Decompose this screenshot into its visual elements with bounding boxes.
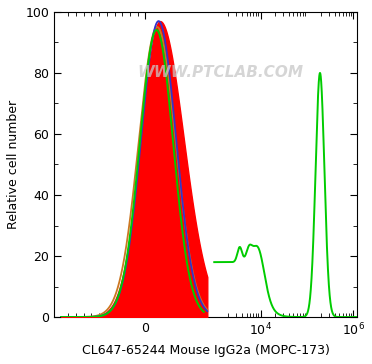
X-axis label: CL647-65244 Mouse IgG2a (MOPC-173): CL647-65244 Mouse IgG2a (MOPC-173) bbox=[81, 344, 330, 357]
Y-axis label: Relative cell number: Relative cell number bbox=[7, 100, 20, 229]
Text: WWW.PTCLAB.COM: WWW.PTCLAB.COM bbox=[138, 66, 304, 80]
